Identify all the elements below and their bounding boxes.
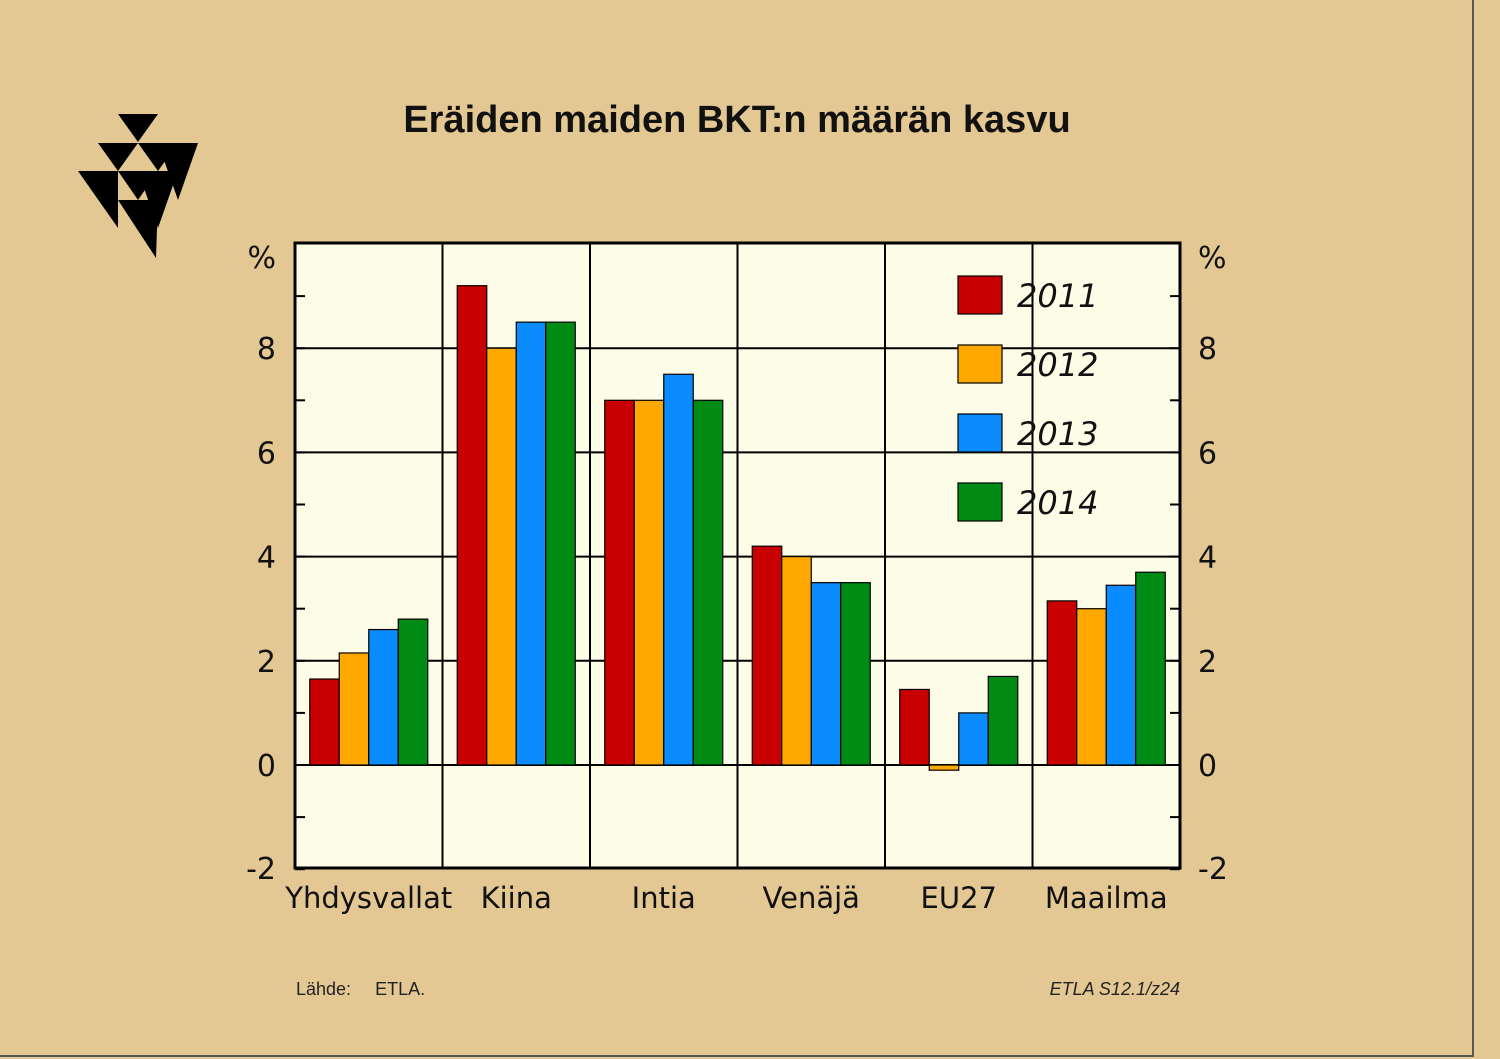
bar-2012-4 (928, 764, 960, 771)
bar-2012-1 (486, 347, 517, 766)
axes: Yhdysvallat Kiina Intia Venäjä EU27 Maailma -2… (246, 241, 1228, 915)
bar-2013-1 (515, 321, 547, 766)
source-label: Lähde: (296, 979, 352, 999)
bar-2013-0 (368, 628, 399, 766)
bar-2014-1 (545, 321, 576, 766)
legend-swatch-2011 (957, 275, 1003, 315)
source-note: Lähde: ETLA. (296, 979, 425, 1000)
bar-2013-2 (663, 373, 694, 766)
source-value: ETLA. (375, 979, 426, 999)
bars (309, 285, 1166, 771)
y-axis-label-left: % (247, 241, 276, 276)
bar-2011-2 (604, 399, 635, 766)
bar-2011-5 (1046, 600, 1078, 766)
legend-swatch-2014 (957, 482, 1003, 522)
y-tick-label-left: 2 (257, 645, 276, 680)
legend-swatch-2012 (957, 344, 1003, 384)
legend-label-2014: 2014 (1017, 484, 1098, 522)
y-tick-label-right: 0 (1198, 749, 1217, 784)
y-tick-label-right: 8 (1198, 332, 1217, 367)
bar-2012-0 (338, 652, 370, 766)
legend-label-2011: 2011 (1017, 277, 1098, 315)
x-tick-label: Venäjä (763, 881, 860, 915)
bar-2013-5 (1105, 584, 1137, 766)
y-tick-label-left: -2 (246, 852, 276, 887)
y-tick-label-right: 2 (1198, 645, 1217, 680)
bar-2013-3 (810, 582, 842, 766)
bar-2012-3 (781, 555, 812, 766)
bar-2011-0 (309, 678, 340, 766)
chart-title: Eräiden maiden BKT:n määrän kasvu (403, 99, 1070, 141)
bar-2012-5 (1076, 608, 1107, 766)
etla-logo-icon (78, 114, 198, 258)
chart-code: ETLA S12.1/z24 (1049, 979, 1180, 999)
bar-2014-4 (987, 675, 1019, 766)
x-tick-label: Intia (632, 881, 696, 915)
grid-lines (295, 243, 1180, 868)
y-tick-label-left: 0 (257, 749, 276, 784)
bar-2011-3 (751, 545, 783, 766)
legend-label-2012: 2012 (1017, 346, 1098, 384)
bar-2014-0 (397, 618, 429, 766)
y-tick-label-left: 8 (257, 332, 276, 367)
y-tick-label-right: 4 (1198, 541, 1217, 576)
y-tick-label-right: 6 (1198, 436, 1217, 471)
bar-2011-1 (456, 285, 488, 766)
bar-2012-2 (633, 399, 665, 766)
x-tick-label: Maailma (1045, 881, 1168, 915)
legend-swatch-2013 (957, 413, 1003, 453)
plot-border (293, 241, 1182, 870)
x-tick-label: Kiina (481, 881, 552, 915)
y-axis-label-right: % (1198, 241, 1227, 276)
x-tick-label: Yhdysvallat (284, 881, 452, 915)
y-tick-label-left: 6 (257, 436, 276, 471)
legend: 2011 2012 2013 2014 (957, 275, 1098, 522)
bar-2014-2 (692, 399, 724, 766)
bar-2014-3 (840, 582, 871, 766)
bar-2013-4 (958, 712, 989, 766)
bar-2011-4 (899, 688, 930, 766)
x-tick-label: EU27 (921, 881, 997, 915)
y-tick-label-right: -2 (1198, 852, 1228, 887)
bar-2014-5 (1135, 571, 1166, 766)
legend-label-2013: 2013 (1017, 415, 1098, 453)
y-tick-label-left: 4 (257, 541, 276, 576)
